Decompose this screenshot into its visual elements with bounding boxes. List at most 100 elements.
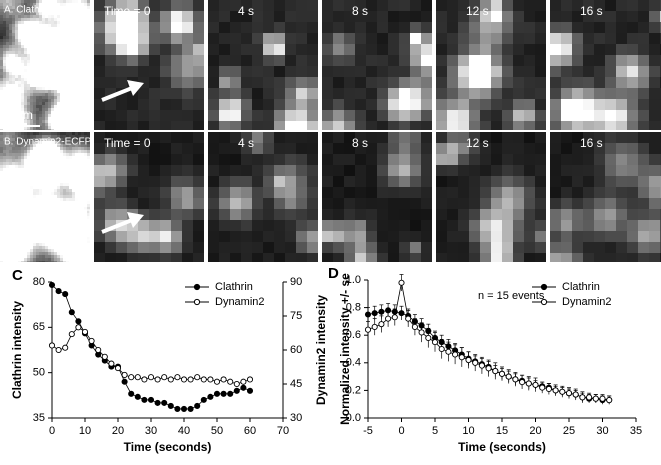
pixel [377, 44, 388, 55]
pixel [87, 39, 90, 42]
pixel [149, 143, 160, 154]
pixel [36, 48, 39, 51]
pixel [285, 231, 296, 242]
pixel [322, 66, 333, 77]
pixel [72, 51, 75, 54]
pixel [160, 33, 171, 44]
pixel [33, 219, 36, 222]
pixel [84, 138, 87, 141]
pixel [127, 242, 138, 253]
pixel [57, 39, 60, 42]
pixel [30, 72, 33, 75]
pixel [45, 174, 48, 177]
pixel [355, 231, 366, 242]
pixel [193, 143, 204, 154]
pixel [649, 132, 660, 143]
pixel [447, 231, 458, 242]
pixel [377, 33, 388, 44]
pixel [33, 243, 36, 246]
pixel [21, 249, 24, 252]
pixel [18, 207, 21, 210]
pixel [219, 220, 230, 231]
pixel [87, 96, 90, 99]
pixel [87, 156, 90, 159]
pixel [322, 220, 333, 231]
pixel [491, 132, 502, 143]
pixel [84, 54, 87, 57]
pixel [572, 198, 583, 209]
pixel [9, 81, 12, 84]
pixel [54, 21, 57, 24]
pixel [39, 51, 42, 54]
pixel [84, 234, 87, 237]
pixel [57, 129, 60, 130]
pixel [15, 99, 18, 102]
pixel [75, 27, 78, 30]
pixel [39, 201, 42, 204]
pixel [572, 44, 583, 55]
pixel [94, 121, 105, 130]
point [586, 394, 593, 401]
pixel [307, 242, 318, 253]
pixel [63, 144, 66, 147]
pixel [182, 77, 193, 88]
pixel [513, 22, 524, 33]
pixel [594, 253, 605, 262]
pixel [3, 168, 6, 171]
pixel [60, 189, 63, 192]
pixel [84, 51, 87, 54]
pixel [45, 243, 48, 246]
pixel [21, 237, 24, 240]
pixel [36, 99, 39, 102]
pixel [30, 42, 33, 45]
pixel [333, 121, 344, 130]
pixel [39, 81, 42, 84]
pixel [39, 15, 42, 18]
pixel [30, 219, 33, 222]
pixel [42, 144, 45, 147]
pixel [72, 126, 75, 129]
pixel [18, 81, 21, 84]
pixel [72, 204, 75, 207]
pixel [3, 123, 6, 126]
pixel [63, 204, 66, 207]
pixel [513, 99, 524, 110]
pixel [344, 22, 355, 33]
pixel [42, 135, 45, 138]
pixel [48, 204, 51, 207]
pixel [60, 18, 63, 21]
pixel [3, 108, 6, 111]
pixel [263, 198, 274, 209]
point [200, 376, 207, 383]
pixel [84, 141, 87, 144]
pixel [54, 261, 57, 262]
pixel [39, 168, 42, 171]
pixel [12, 117, 15, 120]
pixel [410, 176, 421, 187]
pixel [69, 15, 72, 18]
pixel [6, 102, 9, 105]
pixel [45, 114, 48, 117]
pixel [63, 123, 66, 126]
pixel [649, 44, 660, 55]
pixel [84, 21, 87, 24]
pixel [48, 243, 51, 246]
pixel [127, 0, 138, 11]
pixel [69, 162, 72, 165]
pixel [21, 207, 24, 210]
pixel [649, 55, 660, 66]
pixel [87, 138, 90, 141]
point [108, 360, 115, 367]
pixel [81, 27, 84, 30]
pixel [63, 219, 66, 222]
pixel [81, 99, 84, 102]
pixel [39, 30, 42, 33]
pixel [24, 195, 27, 198]
pixel [15, 240, 18, 243]
pixel [649, 110, 660, 121]
pixel [366, 88, 377, 99]
pixel [21, 105, 24, 108]
pixel [24, 24, 27, 27]
pixel [21, 186, 24, 189]
pixel [502, 66, 513, 77]
